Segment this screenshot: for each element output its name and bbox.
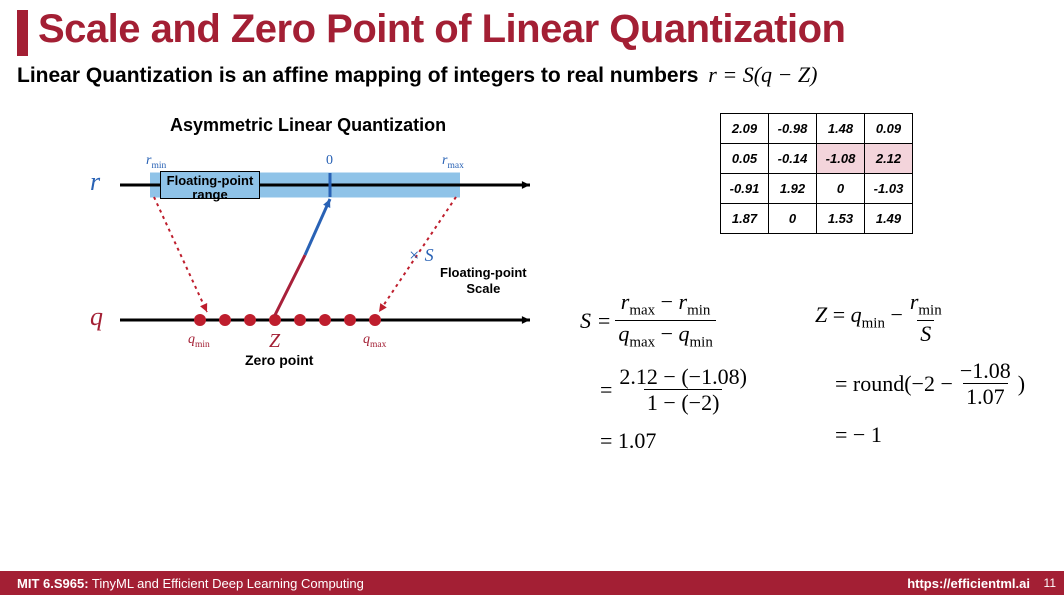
footer-bar: MIT 6.S965: TinyML and Efficient Deep Le… — [0, 571, 1064, 595]
matrix-cell: 1.92 — [769, 174, 817, 204]
footer-page-number: 11 — [1044, 576, 1056, 590]
matrix-cell: 0 — [817, 174, 865, 204]
diagram-title: Asymmetric Linear Quantization — [170, 115, 446, 136]
Z-result: = − 1 — [835, 422, 1025, 448]
r-axis-label: r — [90, 167, 100, 197]
q-min-label: qmin — [188, 332, 210, 350]
matrix-cell: 1.53 — [817, 204, 865, 234]
matrix-cell: -1.03 — [865, 174, 913, 204]
slide-title: Scale and Zero Point of Linear Quantizat… — [38, 7, 845, 52]
matrix-cell: -1.08 — [817, 144, 865, 174]
r-zero-label: 0 — [326, 153, 333, 169]
matrix-cell: 0.09 — [865, 114, 913, 144]
q-max-label: qmax — [363, 332, 386, 350]
Z-definition: Z = qmin − rmin S — [815, 290, 1025, 345]
matrix-cell: -0.14 — [769, 144, 817, 174]
matrix-cell: 1.49 — [865, 204, 913, 234]
matrix-cell: -0.91 — [721, 174, 769, 204]
floating-point-range-box: Floating-point range — [160, 171, 260, 199]
Z-step2: = round(−2 − −1.08 1.07 ) — [835, 359, 1025, 408]
subtitle-text: Linear Quantization is an affine mapping… — [17, 64, 698, 87]
footer-course: MIT 6.S965: TinyML and Efficient Deep Le… — [17, 576, 364, 591]
matrix-cell: 1.87 — [721, 204, 769, 234]
footer-url: https://efficientml.ai — [907, 576, 1030, 591]
matrix-cell: 2.09 — [721, 114, 769, 144]
r-max-label: rmax — [442, 153, 464, 171]
Z-label: Z — [269, 330, 280, 353]
r-min-label: rmin — [146, 153, 166, 171]
S-fraction: rmax − rmin qmax − qmin — [615, 290, 715, 351]
S-result: = 1.07 — [600, 428, 754, 454]
title-accent-bar — [17, 10, 28, 56]
matrix-cell: 2.12 — [865, 144, 913, 174]
matrix-cell: -0.98 — [769, 114, 817, 144]
data-matrix: 2.09-0.981.480.09 0.05-0.14-1.082.12 -0.91… — [720, 113, 913, 234]
matrix-cell: 1.48 — [817, 114, 865, 144]
S-step2: = 2.12 − (−1.08) 1 − (−2) — [600, 365, 754, 414]
S-definition: S = rmax − rmin qmax − qmin — [580, 290, 754, 351]
zero-point-label: Zero point — [245, 352, 313, 368]
slide-subtitle: Linear Quantization is an affine mapping… — [17, 62, 817, 88]
q-axis-label: q — [90, 302, 103, 332]
Z-equation-column: Z = qmin − rmin S = round(−2 − −1.08 1.0… — [815, 290, 1025, 448]
matrix-cell: 0.05 — [721, 144, 769, 174]
S-equation-column: S = rmax − rmin qmax − qmin = 2.12 − (−1… — [580, 290, 754, 454]
matrix-cell: 0 — [769, 204, 817, 234]
times-S-label: × S — [408, 245, 434, 266]
quantization-diagram: Asymmetric Linear Quantization r q rmin … — [60, 115, 560, 395]
floating-point-scale-label: Floating-point Scale — [440, 265, 527, 296]
subtitle-formula: r = S(q − Z) — [708, 62, 817, 87]
